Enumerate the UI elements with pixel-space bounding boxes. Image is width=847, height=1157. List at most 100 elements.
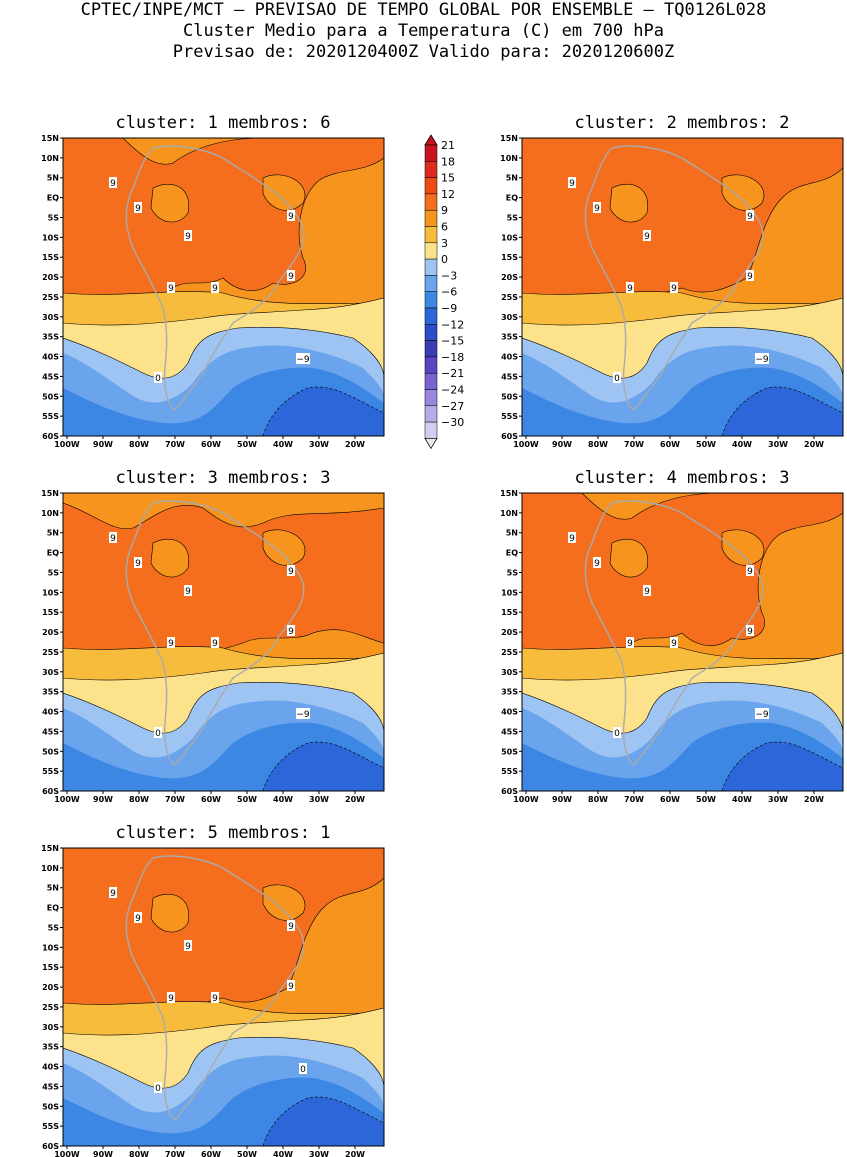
contour-label: 0	[155, 729, 161, 739]
contour-label-bg	[109, 532, 117, 543]
contour-label-bg	[184, 940, 192, 951]
lat-tick-label: 25S	[42, 648, 59, 657]
colorbar-swatch	[424, 421, 438, 439]
contour-label: 0	[614, 374, 620, 384]
contour-label-bg	[167, 992, 175, 1003]
contour-label: −9	[296, 355, 310, 365]
lat-tick-label: 15N	[41, 844, 59, 853]
lat-tick-label: 10S	[501, 588, 518, 597]
lat-tick-label: 15N	[41, 489, 59, 498]
lat-tick-label: 55S	[42, 1122, 59, 1131]
lat-tick-label: 5N	[506, 174, 518, 183]
colorbar-label: −24	[441, 384, 464, 397]
colorbar-label: 0	[441, 253, 448, 266]
continent-outline	[125, 855, 305, 1121]
lat-tick-label: 60S	[42, 432, 59, 441]
continent-outline	[584, 145, 764, 411]
contour-label: 9	[288, 982, 294, 992]
lat-tick-label: 55S	[42, 767, 59, 776]
panel-title-3: cluster: 3 membros: 3	[115, 468, 331, 488]
lon-tick-label: 80W	[588, 440, 608, 449]
contour-band-9	[262, 529, 306, 566]
contour-label: 9	[288, 627, 294, 637]
colorbar-label: 12	[441, 188, 455, 201]
lon-tick-label: 30W	[309, 1150, 329, 1157]
panel-border	[521, 137, 844, 437]
contour-label-bg	[287, 210, 295, 221]
contour-label: 9	[288, 567, 294, 577]
lat-tick-label: 10S	[42, 233, 59, 242]
lon-tick-label: 20W	[804, 440, 824, 449]
contour-label-bg	[568, 177, 576, 188]
lat-tick-label: 35S	[42, 333, 59, 342]
contour-label: 9	[747, 272, 753, 282]
panel-border	[62, 137, 385, 437]
lat-tick-label: 20S	[42, 628, 59, 637]
contour-label: 9	[671, 639, 677, 649]
colorbar-swatch	[424, 405, 438, 423]
colorbar-swatch	[424, 356, 438, 374]
contour-label-bg	[184, 230, 192, 241]
lon-tick-label: 70W	[165, 440, 185, 449]
contour-label-bg	[211, 637, 219, 648]
contour-label: 0	[614, 729, 620, 739]
lon-tick-label: 100W	[513, 795, 539, 804]
colorbar-bottom-arrow	[424, 437, 438, 450]
lon-tick-label: 30W	[768, 795, 788, 804]
lat-tick-label: EQ	[47, 194, 59, 203]
lat-tick-label: 5N	[47, 529, 59, 538]
panel-border	[521, 492, 844, 792]
contour-label-bg	[211, 992, 219, 1003]
lat-tick-label: 30S	[501, 668, 518, 677]
lat-tick-label: 15N	[41, 134, 59, 143]
contour-label-bg	[755, 353, 769, 364]
contour-label: 9	[594, 559, 600, 569]
contour-label-bg	[184, 585, 192, 596]
contour-label-bg	[287, 625, 295, 636]
contour-band-9	[609, 538, 649, 578]
lon-tick-label: 20W	[345, 1150, 365, 1157]
lat-tick-label: 15S	[42, 253, 59, 262]
lat-tick-label: 45S	[501, 372, 518, 381]
colorbar-label: −18	[441, 351, 464, 364]
colorbar-label: 3	[441, 237, 448, 250]
contour-label: 9	[185, 942, 191, 952]
contour-label: 9	[627, 284, 633, 294]
colorbar-swatch	[424, 307, 438, 325]
continent-outline	[584, 500, 764, 766]
lat-tick-label: 40S	[42, 1063, 59, 1072]
contour-label-bg	[746, 625, 754, 636]
contour-label-bg	[134, 202, 142, 213]
contour-label: 9	[168, 284, 174, 294]
lat-tick-label: 40S	[42, 708, 59, 717]
contour-label-bg	[134, 912, 142, 923]
lon-tick-label: 90W	[93, 440, 113, 449]
lat-tick-label: 15S	[42, 608, 59, 617]
lat-tick-label: 5N	[47, 174, 59, 183]
colorbar-swatch	[424, 193, 438, 211]
lon-tick-label: 100W	[54, 1150, 80, 1157]
colorbar-top-arrow	[424, 134, 438, 146]
lon-tick-label: 30W	[309, 795, 329, 804]
lat-tick-label: 35S	[42, 1043, 59, 1052]
lat-tick-label: 50S	[42, 747, 59, 756]
colorbar-label: −12	[441, 318, 464, 331]
lat-tick-label: 25S	[501, 648, 518, 657]
panel-border	[62, 492, 385, 792]
continent-outline	[125, 500, 305, 766]
lon-tick-label: 90W	[93, 1150, 113, 1157]
colorbar-label: −21	[441, 367, 464, 380]
lon-tick-label: 30W	[309, 440, 329, 449]
contour-label-bg	[287, 920, 295, 931]
colorbar-label: −27	[441, 400, 464, 413]
lat-tick-label: 40S	[42, 353, 59, 362]
lon-tick-label: 70W	[624, 795, 644, 804]
lon-tick-label: 50W	[696, 795, 716, 804]
lat-tick-label: 40S	[501, 353, 518, 362]
map-panel-3: 15N 10N 5N EQ 5S 10S 15S 20S 25S 30S 35S 40S 45S 50S 5…	[41, 489, 385, 804]
contour-label: 9	[747, 567, 753, 577]
lat-tick-label: 5S	[507, 568, 519, 577]
contour-label: −9	[755, 710, 769, 720]
colorbar-swatch	[424, 389, 438, 407]
contour-label: 9	[212, 639, 218, 649]
